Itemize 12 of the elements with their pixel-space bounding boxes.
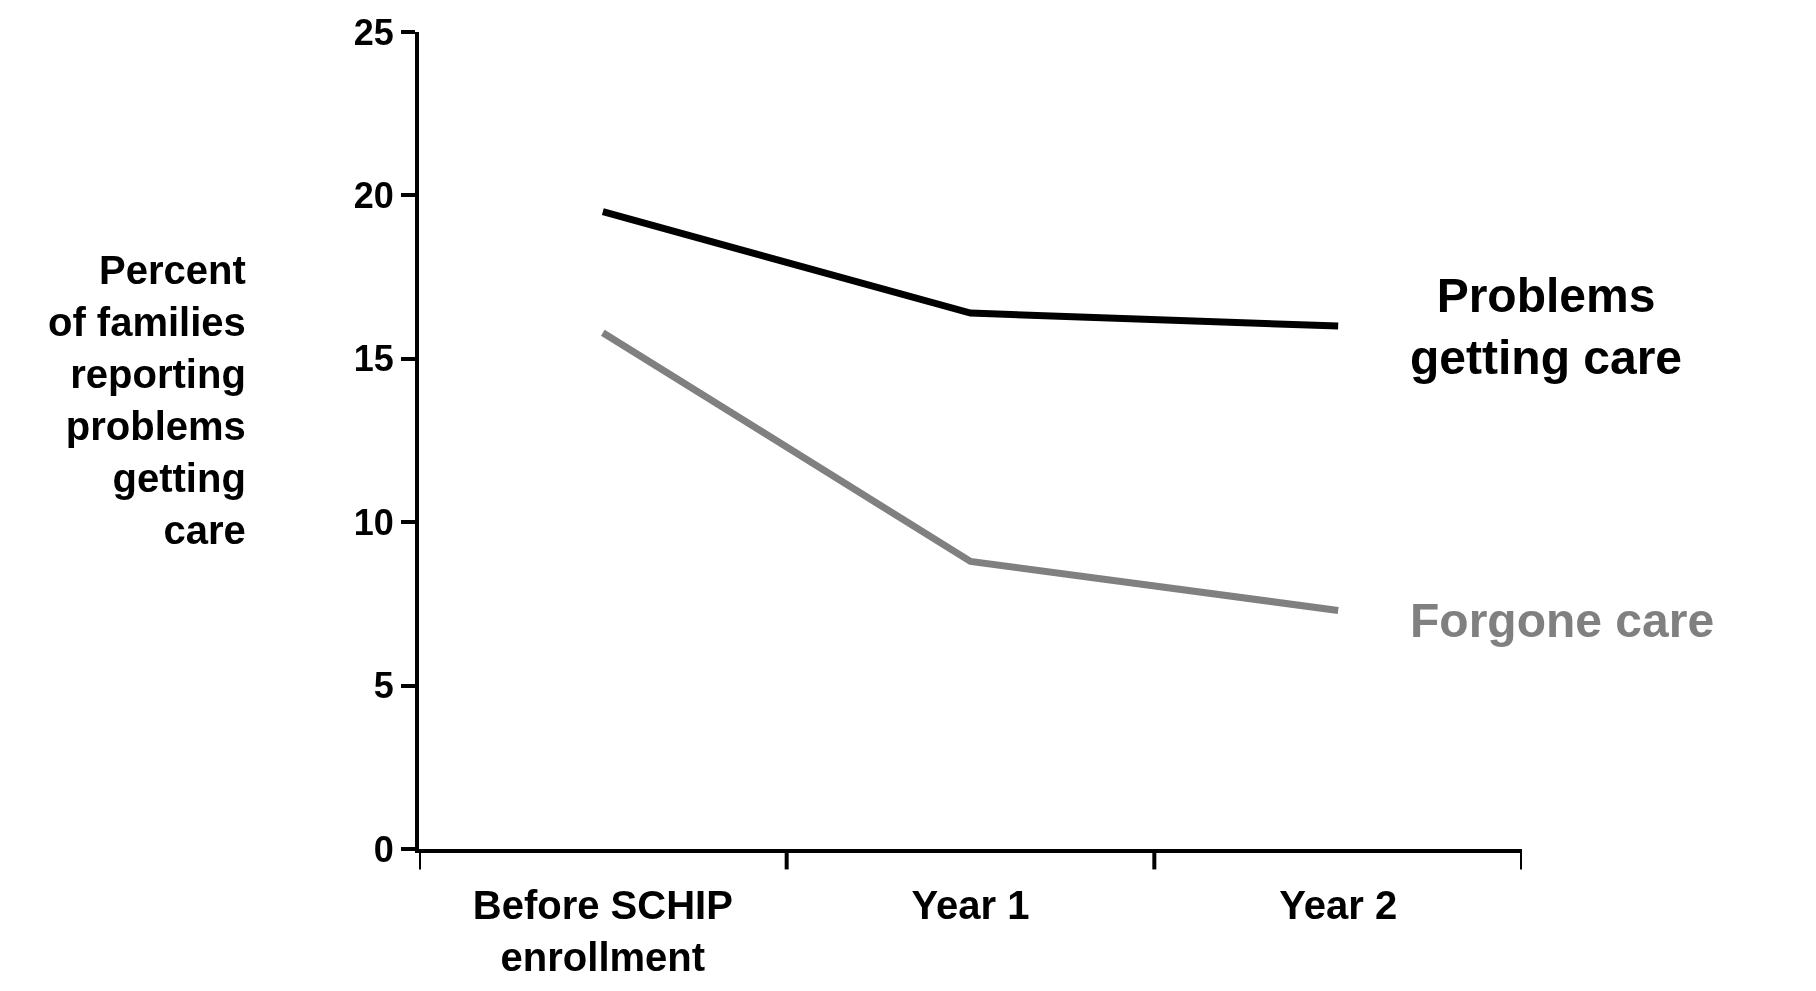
y-tick-label: 5: [373, 665, 394, 707]
y-axis-title: Percent of families reporting problems getting care: [48, 248, 246, 552]
x-tick-label: Year 1: [911, 883, 1030, 927]
series-label: Problems getting care: [1410, 269, 1683, 385]
y-tick-label: 10: [353, 501, 394, 543]
x-tick-label: Year 2: [1279, 883, 1398, 927]
y-tick-label: 20: [353, 175, 394, 216]
y-tick-label: 0: [373, 828, 394, 870]
series-label: Forgone care: [1410, 594, 1715, 647]
y-tick-label: 25: [353, 11, 394, 53]
x-tick-label: Before SCHIP enrollment: [472, 883, 733, 979]
y-tick-label: 15: [353, 338, 394, 380]
